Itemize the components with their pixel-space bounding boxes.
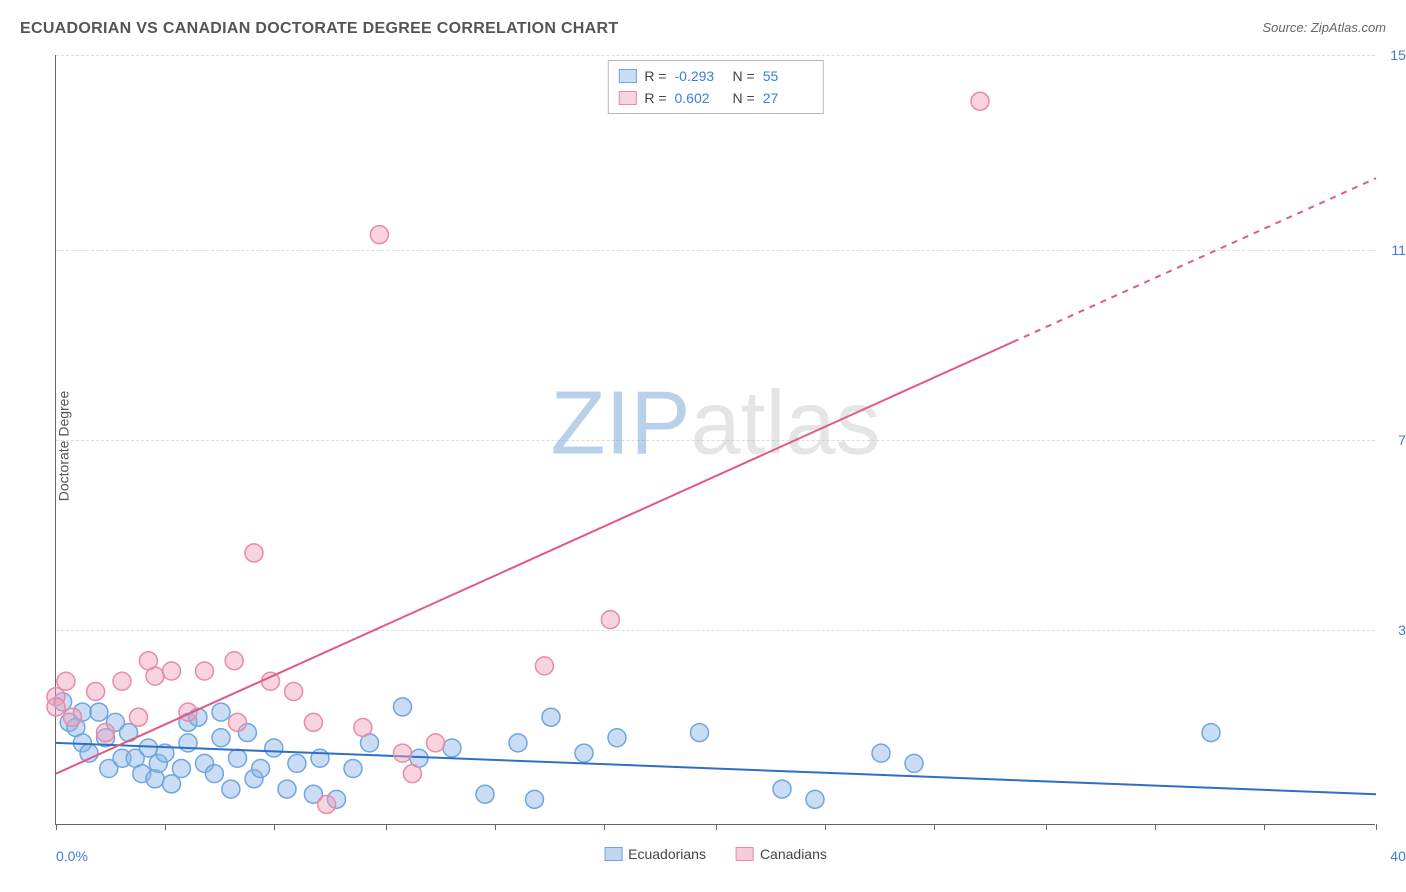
scatter-point bbox=[394, 698, 412, 716]
chart-svg bbox=[56, 55, 1375, 824]
x-tick-label-max: 40.0% bbox=[1390, 848, 1406, 864]
scatter-point bbox=[278, 780, 296, 798]
legend-series: Ecuadorians Canadians bbox=[604, 846, 827, 862]
chart-container: ECUADORIAN VS CANADIAN DOCTORATE DEGREE … bbox=[0, 0, 1406, 892]
scatter-point bbox=[205, 765, 223, 783]
scatter-point bbox=[542, 708, 560, 726]
source-label: Source: ZipAtlas.com bbox=[1262, 20, 1386, 35]
legend-R-label: R = bbox=[644, 87, 666, 109]
scatter-point bbox=[476, 785, 494, 803]
legend-series-item: Ecuadorians bbox=[604, 846, 706, 862]
scatter-point bbox=[354, 718, 372, 736]
scatter-point bbox=[285, 683, 303, 701]
x-tick bbox=[825, 824, 826, 830]
legend-R-value: -0.293 bbox=[675, 65, 725, 87]
x-tick bbox=[1155, 824, 1156, 830]
scatter-point bbox=[318, 795, 336, 813]
legend-correlation-row: R = 0.602 N = 27 bbox=[618, 87, 812, 109]
legend-N-label: N = bbox=[733, 65, 755, 87]
scatter-point bbox=[163, 662, 181, 680]
scatter-point bbox=[225, 652, 243, 670]
scatter-point bbox=[87, 683, 105, 701]
scatter-point bbox=[773, 780, 791, 798]
x-tick bbox=[165, 824, 166, 830]
scatter-point bbox=[394, 744, 412, 762]
scatter-point bbox=[509, 734, 527, 752]
scatter-point bbox=[1202, 724, 1220, 742]
chart-title: ECUADORIAN VS CANADIAN DOCTORATE DEGREE … bbox=[20, 20, 618, 38]
y-tick-label: 3.8% bbox=[1380, 622, 1406, 638]
scatter-point bbox=[139, 739, 157, 757]
scatter-point bbox=[535, 657, 553, 675]
x-tick bbox=[56, 824, 57, 830]
legend-series-label: Canadians bbox=[760, 846, 827, 862]
scatter-point bbox=[403, 765, 421, 783]
scatter-point bbox=[575, 744, 593, 762]
legend-N-value: 55 bbox=[763, 65, 813, 87]
scatter-point bbox=[212, 703, 230, 721]
scatter-point bbox=[64, 708, 82, 726]
x-tick bbox=[274, 824, 275, 830]
scatter-point bbox=[288, 754, 306, 772]
scatter-point bbox=[265, 739, 283, 757]
scatter-point bbox=[229, 749, 247, 767]
legend-correlation-row: R = -0.293 N = 55 bbox=[618, 65, 812, 87]
scatter-point bbox=[806, 790, 824, 808]
y-tick-label: 11.2% bbox=[1380, 242, 1406, 258]
scatter-point bbox=[163, 775, 181, 793]
legend-R-label: R = bbox=[644, 65, 666, 87]
scatter-point bbox=[443, 739, 461, 757]
scatter-point bbox=[370, 226, 388, 244]
x-tick bbox=[386, 824, 387, 830]
x-tick bbox=[1046, 824, 1047, 830]
x-tick bbox=[604, 824, 605, 830]
scatter-point bbox=[196, 662, 214, 680]
legend-swatch bbox=[618, 69, 636, 83]
legend-swatch bbox=[604, 847, 622, 861]
legend-N-value: 27 bbox=[763, 87, 813, 109]
scatter-point bbox=[608, 729, 626, 747]
scatter-point bbox=[245, 544, 263, 562]
x-tick bbox=[1264, 824, 1265, 830]
legend-swatch bbox=[618, 91, 636, 105]
y-tick-label: 7.5% bbox=[1380, 432, 1406, 448]
trend-line-solid bbox=[56, 342, 1013, 774]
legend-R-value: 0.602 bbox=[675, 87, 725, 109]
scatter-point bbox=[113, 672, 131, 690]
scatter-point bbox=[47, 698, 65, 716]
scatter-point bbox=[229, 713, 247, 731]
y-tick-label: 15.0% bbox=[1380, 47, 1406, 63]
scatter-point bbox=[252, 760, 270, 778]
trend-line-dashed bbox=[1013, 178, 1376, 342]
scatter-point bbox=[90, 703, 108, 721]
scatter-point bbox=[304, 713, 322, 731]
x-tick bbox=[495, 824, 496, 830]
legend-series-label: Ecuadorians bbox=[628, 846, 706, 862]
scatter-point bbox=[872, 744, 890, 762]
scatter-point bbox=[905, 754, 923, 772]
scatter-point bbox=[344, 760, 362, 778]
scatter-point bbox=[601, 611, 619, 629]
scatter-point bbox=[971, 92, 989, 110]
x-tick bbox=[1376, 824, 1377, 830]
scatter-point bbox=[427, 734, 445, 752]
scatter-point bbox=[57, 672, 75, 690]
scatter-point bbox=[212, 729, 230, 747]
scatter-point bbox=[172, 760, 190, 778]
x-tick bbox=[934, 824, 935, 830]
x-tick bbox=[716, 824, 717, 830]
legend-N-label: N = bbox=[733, 87, 755, 109]
scatter-point bbox=[526, 790, 544, 808]
scatter-point bbox=[97, 724, 115, 742]
scatter-point bbox=[222, 780, 240, 798]
x-tick-label-min: 0.0% bbox=[56, 848, 88, 864]
legend-series-item: Canadians bbox=[736, 846, 827, 862]
legend-correlation: R = -0.293 N = 55 R = 0.602 N = 27 bbox=[607, 60, 823, 114]
scatter-point bbox=[691, 724, 709, 742]
scatter-point bbox=[130, 708, 148, 726]
legend-swatch bbox=[736, 847, 754, 861]
scatter-point bbox=[146, 667, 164, 685]
plot-area: ZIPatlas R =-0.293N =55R =0.602N =27 Ecu… bbox=[55, 55, 1375, 825]
